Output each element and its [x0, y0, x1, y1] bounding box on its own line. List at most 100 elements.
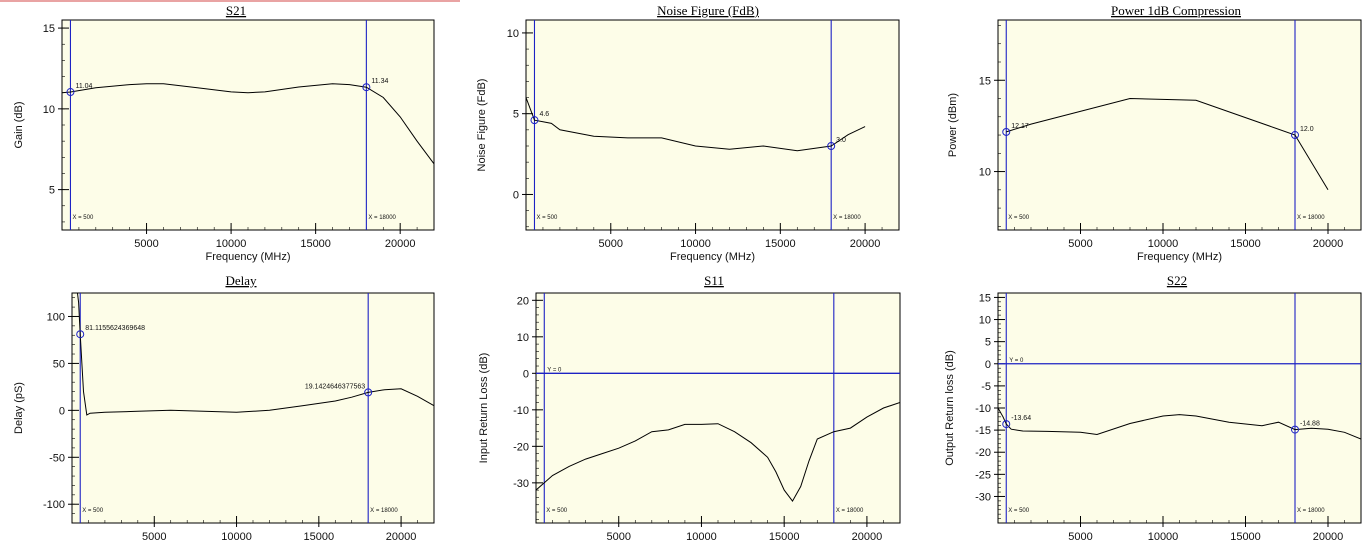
y-tick-label: 10 — [507, 28, 519, 40]
x-tick-label: 10000 — [1148, 531, 1179, 541]
series-line — [536, 402, 900, 503]
x-tick-label: 10000 — [686, 531, 717, 541]
chart-p1db: Power 1dB Compression 10 15 5000 10000 15000 2… — [947, 3, 1362, 263]
x-tick-label: 5000 — [134, 238, 158, 250]
data-marker[interactable] — [1291, 425, 1299, 434]
chart-title: Power 1dB Compression — [1111, 3, 1242, 18]
chart-s11: S11-30-20-10010205000100001500020000Freq… — [478, 273, 901, 541]
y-tick-label: 15 — [43, 23, 55, 35]
y-tick-label: 0 — [985, 359, 991, 371]
x-tick-label: 15000 — [304, 531, 335, 541]
plot-area — [61, 19, 435, 231]
y-tick-label: -5 — [981, 381, 991, 393]
y-tick-label: 15 — [979, 75, 991, 87]
y-tick-label: 0 — [513, 189, 519, 201]
series-line — [1006, 97, 1329, 191]
y-tick-label: 10 — [43, 104, 55, 116]
plot-area — [997, 292, 1362, 524]
x-cursor-label: X = 500 — [546, 508, 568, 514]
marker-label: 4.6 — [539, 111, 549, 118]
x-tick-label: 10000 — [1148, 238, 1179, 250]
data-marker[interactable] — [1002, 420, 1011, 429]
y-axis-label: Noise Figure (FdB) — [476, 79, 488, 172]
y-tick-label: -100 — [43, 499, 65, 511]
x-cursor-label: X = 500 — [1008, 508, 1030, 514]
data-marker[interactable] — [76, 330, 85, 339]
x-tick-label: 5000 — [599, 238, 623, 250]
x-tick-label: 15000 — [300, 238, 331, 250]
data-marker[interactable] — [530, 116, 539, 125]
x-tick-label: 5000 — [1068, 531, 1092, 541]
chart-title: S11 — [704, 273, 724, 288]
x-tick-label: 15000 — [765, 238, 796, 250]
series-line — [76, 293, 434, 416]
plot-area — [525, 19, 900, 231]
x-cursor-label: X = 18000 — [1297, 215, 1325, 221]
y-tick-label: 5 — [985, 337, 991, 349]
y-tick-label: 100 — [47, 311, 65, 323]
y-tick-label: -10 — [513, 405, 529, 417]
y-cursor-label: Y = 0 — [547, 367, 562, 373]
y-tick-label: -15 — [975, 425, 991, 437]
marker-label: 3.0 — [836, 137, 846, 144]
chart-title: Delay — [225, 273, 257, 288]
marker-label: 19.1424646377563 — [305, 383, 365, 390]
x-cursor-label: X = 500 — [72, 215, 94, 221]
y-tick-label: 10 — [517, 332, 529, 344]
y-tick-label: 5 — [513, 109, 519, 121]
x-tick-label: 20000 — [1313, 238, 1344, 250]
y-tick-label: 10 — [979, 167, 991, 179]
y-tick-label: -30 — [975, 491, 991, 503]
x-tick-label: 10000 — [680, 238, 711, 250]
y-tick-label: 5 — [49, 185, 55, 197]
data-marker[interactable] — [362, 83, 371, 92]
y-tick-label: 20 — [517, 295, 529, 307]
data-marker[interactable] — [364, 388, 373, 397]
x-tick-label: 10000 — [221, 531, 252, 541]
x-cursor-label: X = 18000 — [833, 215, 861, 221]
y-axis-label: Input Return Loss (dB) — [478, 353, 490, 464]
x-tick-label: 15000 — [1230, 238, 1261, 250]
plot-area — [71, 292, 435, 524]
data-marker[interactable] — [1002, 127, 1011, 136]
x-tick-label: 15000 — [769, 531, 800, 541]
y-axis-label: Gain (dB) — [13, 101, 25, 148]
x-tick-label: 5000 — [142, 531, 166, 541]
plot-area — [997, 19, 1362, 231]
chart-title: Noise Figure (FdB) — [657, 3, 759, 18]
chart-title: S22 — [1167, 273, 1187, 288]
x-tick-label: 20000 — [385, 238, 416, 250]
x-tick-label: 20000 — [852, 531, 883, 541]
x-tick-label: 10000 — [216, 238, 247, 250]
chart-delay: Delay-100-500501005000100001500020000Fre… — [13, 273, 435, 541]
marker-label: 11.34 — [371, 78, 388, 85]
y-tick-label: 50 — [53, 358, 65, 370]
data-marker[interactable] — [827, 142, 836, 150]
y-tick-label: 15 — [979, 292, 991, 304]
x-cursor-label: X = 500 — [1008, 215, 1030, 221]
marker-label: 11.04 — [75, 83, 92, 90]
data-marker[interactable] — [66, 88, 75, 97]
x-tick-label: 20000 — [386, 531, 417, 541]
x-tick-label: 5000 — [1068, 238, 1092, 250]
x-axis-label: Frequency (MHz) — [1137, 251, 1222, 263]
x-axis-label: Frequency (MHz) — [670, 251, 755, 263]
plot-area — [535, 292, 901, 524]
y-tick-label: 0 — [523, 368, 529, 380]
y-tick-label: -10 — [975, 403, 991, 415]
top-accent-bar — [0, 0, 460, 2]
y-tick-label: -50 — [49, 452, 65, 464]
chart-s22: S22 -30 -25 -20 -15 -10 -5 0 5 10 15 5000 10000 15000… — [944, 273, 1362, 541]
y-cursor-label: Y = 0 — [1009, 358, 1024, 364]
x-axis-label: Frequency (MHz) — [206, 251, 291, 263]
marker-label: -13.64 — [1011, 415, 1031, 422]
marker-label: -14.88 — [1300, 421, 1320, 428]
y-tick-label: 10 — [979, 315, 991, 327]
y-tick-label: 0 — [59, 405, 65, 417]
series-line — [526, 97, 866, 152]
marker-label: 81.1155624369648 — [85, 325, 145, 332]
x-tick-label: 20000 — [850, 238, 881, 250]
x-cursor-label: X = 500 — [82, 508, 104, 514]
data-marker[interactable] — [1291, 131, 1299, 140]
x-cursor-label: X = 18000 — [368, 215, 396, 221]
